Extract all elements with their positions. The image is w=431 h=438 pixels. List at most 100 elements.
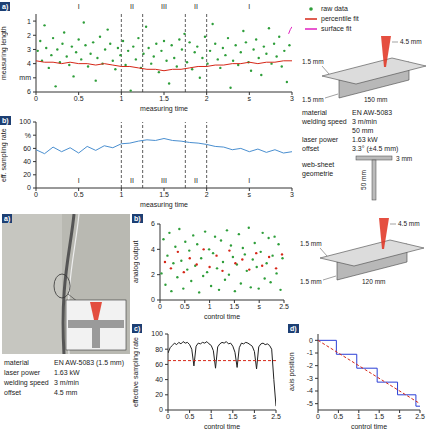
svg-text:-1: -1 (307, 349, 313, 356)
svg-text:40: 40 (23, 158, 31, 165)
svg-text:2: 2 (27, 32, 31, 39)
svg-text:0: 0 (316, 413, 320, 420)
svg-text:1.5 mm: 1.5 mm (300, 278, 322, 285)
svg-text:1.5 mm: 1.5 mm (300, 240, 322, 247)
svg-text:II: II (130, 177, 134, 184)
svg-text:1: 1 (119, 191, 123, 198)
svg-text:2.5: 2.5 (271, 413, 281, 420)
html-text:3 m/min: 3 m/min (352, 118, 377, 125)
svg-text:0: 0 (158, 303, 162, 310)
svg-text:100: 100 (19, 118, 31, 125)
svg-text:4.5 mm: 4.5 mm (400, 38, 422, 45)
svg-text:0: 0 (166, 413, 170, 420)
svg-text:mm: mm (19, 74, 31, 81)
svg-text:2: 2 (151, 271, 155, 278)
html-text:web-sheet geometrie: web-sheet geometrie (302, 161, 335, 177)
html-text:eff. sampling rate: eff. sampling rate (0, 128, 7, 182)
svg-text:80: 80 (155, 346, 163, 353)
html-text:measuring time: measuring time (140, 201, 188, 208)
svg-text:1.5 mm: 1.5 mm (302, 58, 324, 65)
svg-text:I: I (78, 3, 80, 10)
html-text:laser power: laser power (302, 136, 339, 143)
html-text:a): a) (4, 215, 11, 222)
svg-text:II: II (194, 3, 198, 10)
svg-text:s: s (257, 303, 261, 310)
svg-text:2: 2 (205, 191, 209, 198)
svg-text:40: 40 (155, 376, 163, 383)
svg-text:1: 1 (27, 18, 31, 25)
svg-text:1.5: 1.5 (159, 191, 169, 198)
svg-text:20: 20 (155, 391, 163, 398)
html-text:surface fit: surface fit (321, 25, 352, 32)
html-text:measuring time: measuring time (140, 105, 188, 112)
svg-text:%: % (25, 132, 31, 139)
svg-text:100: 100 (151, 330, 163, 337)
svg-text:s: s (248, 95, 252, 102)
svg-text:2.5: 2.5 (415, 413, 425, 420)
svg-text:1: 1 (209, 413, 213, 420)
svg-text:s: s (248, 191, 252, 198)
svg-text:1.5: 1.5 (230, 303, 240, 310)
svg-text:II: II (194, 177, 198, 184)
svg-text:0.5: 0.5 (334, 413, 344, 420)
html-text:measuring length: measuring length (0, 26, 7, 80)
svg-text:6: 6 (27, 88, 31, 95)
svg-text:I: I (248, 177, 250, 184)
svg-text:1.5: 1.5 (374, 413, 384, 420)
svg-text:3: 3 (290, 95, 294, 102)
html-text:3.3° (±4.5 mm): 3.3° (±4.5 mm) (352, 145, 399, 152)
svg-text:0: 0 (34, 95, 38, 102)
svg-text:0: 0 (27, 184, 31, 191)
svg-text:1: 1 (119, 95, 123, 102)
svg-text:III: III (161, 3, 167, 10)
svg-text:0: 0 (151, 296, 155, 303)
svg-text:0.5: 0.5 (74, 95, 84, 102)
svg-text:0: 0 (34, 191, 38, 198)
svg-text:20: 20 (23, 171, 31, 178)
svg-text:3: 3 (290, 191, 294, 198)
html-text:EN AW-5083: EN AW-5083 (352, 109, 393, 116)
html-text:b): b) (2, 117, 9, 124)
svg-text:-4: -4 (307, 387, 313, 394)
svg-text:-5: -5 (307, 400, 313, 407)
svg-text:3 mm: 3 mm (396, 155, 412, 162)
svg-text:3: 3 (27, 46, 31, 53)
svg-text:I: I (78, 177, 80, 184)
svg-text:s: s (398, 413, 402, 420)
svg-text:2.5: 2.5 (279, 303, 289, 310)
svg-text:0.5: 0.5 (185, 413, 195, 420)
html-text:raw data: raw data (321, 5, 348, 12)
svg-text:4: 4 (151, 246, 155, 253)
svg-text:150 mm: 150 mm (364, 96, 387, 103)
html-text:50 mm: 50 mm (352, 127, 374, 134)
svg-text:1: 1 (357, 413, 361, 420)
svg-text:60: 60 (155, 361, 163, 368)
html-text:welding speed: welding speed (302, 118, 347, 125)
svg-text:50 mm: 50 mm (360, 170, 367, 190)
svg-text:60: 60 (23, 145, 31, 152)
svg-text:s: s (253, 413, 257, 420)
svg-text:I: I (248, 3, 250, 10)
svg-text:III: III (161, 177, 167, 184)
html-text:offset: offset (302, 145, 319, 152)
svg-text:-2: -2 (307, 362, 313, 369)
svg-text:1.5 mm: 1.5 mm (302, 96, 324, 103)
svg-text:4.5 mm: 4.5 mm (398, 220, 420, 227)
svg-text:0.5: 0.5 (74, 191, 84, 198)
svg-text:120 mm: 120 mm (362, 278, 385, 285)
svg-text:2: 2 (205, 95, 209, 102)
html-text:1.63 kW: 1.63 kW (352, 136, 378, 143)
html-text:percentile fit: percentile fit (321, 15, 359, 22)
svg-text:0: 0 (309, 337, 313, 344)
svg-text:0.5: 0.5 (180, 303, 190, 310)
svg-text:1.5: 1.5 (228, 413, 238, 420)
html-text:a): a) (2, 3, 9, 10)
svg-text:0: 0 (159, 406, 163, 413)
svg-text:4: 4 (27, 60, 31, 67)
svg-text:-3: -3 (307, 375, 313, 382)
svg-text:II: II (130, 3, 134, 10)
svg-text:1.5: 1.5 (159, 95, 169, 102)
svg-text:1: 1 (208, 303, 212, 310)
svg-text:6: 6 (151, 220, 155, 227)
html-text:material: material (302, 109, 327, 116)
